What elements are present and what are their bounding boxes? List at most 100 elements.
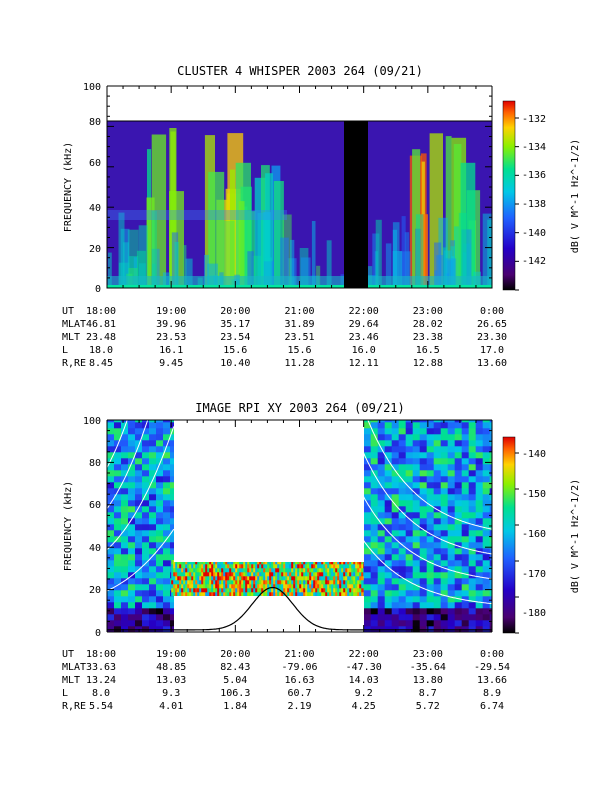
y-tick-0: 0 <box>95 628 101 639</box>
spectrogram-cell <box>253 588 256 593</box>
spectrogram-cell <box>269 560 272 565</box>
eph-label: R,RE <box>62 358 86 369</box>
spectrogram-cell <box>345 580 348 585</box>
spectrogram-cell <box>135 560 143 567</box>
colorbar-ticks <box>515 452 519 634</box>
ephemeris-value: 5.72 <box>416 701 440 712</box>
spectrogram-cell <box>489 518 492 525</box>
spectrogram-cell <box>419 428 427 435</box>
spectrogram-cell <box>433 500 441 507</box>
eph-label: MLAT <box>62 319 86 330</box>
spectrogram-cell <box>249 584 252 589</box>
spectrogram-cell <box>128 476 136 483</box>
spectrogram-cell <box>333 572 336 577</box>
spectrogram-cell <box>419 512 427 519</box>
spectrogram-cell <box>339 580 342 585</box>
spectrogram-cell <box>128 458 136 465</box>
spectrogram-cell <box>475 494 483 501</box>
spectrogram-cell <box>468 512 476 519</box>
spectrogram-cell <box>440 458 448 465</box>
spectrogram-cell <box>207 576 210 581</box>
ephemeris-table: UT MLAT MLT L R,RE 18:00 19:00 20:00 21:00 2… <box>62 649 510 712</box>
spectrogram-cell <box>370 446 378 453</box>
spectrogram-cell <box>261 560 264 565</box>
spectrogram-cell <box>213 588 216 593</box>
spectrogram-cell <box>163 420 171 423</box>
spectrogram-cell <box>398 530 406 537</box>
spectral-patch <box>207 263 218 288</box>
spectrogram-cell <box>303 580 306 585</box>
spectrogram-cell <box>337 560 340 565</box>
spectrogram-cell <box>327 592 330 597</box>
spectrogram-cell <box>253 560 256 565</box>
panel-cluster: CLUSTER 4 WHISPER 2003 264 (09/21) 100 8… <box>62 64 581 369</box>
spectrogram-cell <box>363 518 371 525</box>
spectrogram-cell <box>257 568 260 573</box>
spectrogram-cell <box>215 568 218 573</box>
spectrogram-cell <box>419 420 427 423</box>
spectrogram-cell <box>468 578 476 585</box>
spectrogram-cell <box>121 422 129 429</box>
spectrogram-cell <box>114 578 122 585</box>
spectrogram-cell <box>257 592 260 597</box>
spectrogram-cell <box>170 512 178 519</box>
spectrogram-cell <box>217 576 220 581</box>
colorbar <box>502 100 516 291</box>
spectrogram-cell <box>343 564 346 569</box>
spectrogram-cell <box>209 564 212 569</box>
spectrogram-cell <box>201 592 204 597</box>
spectrogram-cell <box>461 428 469 435</box>
spectrogram-cell <box>489 560 492 567</box>
spectrogram-cell <box>121 470 129 477</box>
spectrogram-cell <box>241 580 244 585</box>
spectrogram-cell <box>317 572 320 577</box>
spectrogram-cell <box>245 584 248 589</box>
spectrogram-cell <box>257 572 260 577</box>
spectrogram-cell <box>384 626 392 632</box>
spectrogram-cell <box>291 576 294 581</box>
spectrogram-cell <box>191 572 194 577</box>
spectrogram-cell <box>313 580 316 585</box>
spectrogram-cell <box>454 614 462 621</box>
spectrogram-cell <box>229 572 232 577</box>
spectrogram-cell <box>114 572 122 579</box>
spectrogram-cell <box>398 626 406 632</box>
spectrogram-cell <box>227 592 230 597</box>
spectrogram-cell <box>333 560 336 565</box>
spectrogram-cell <box>170 548 178 555</box>
spectrogram-cell <box>135 428 143 435</box>
spectrogram-cell <box>225 580 228 585</box>
ephemeris-value: 13.24 <box>86 675 116 686</box>
spectrogram-cell <box>357 560 360 565</box>
spectrogram-cell <box>461 596 469 603</box>
spectrogram-cell <box>482 434 490 441</box>
spectrogram-cell <box>345 592 348 597</box>
spectrogram-cell <box>107 440 115 447</box>
spectrogram-cell <box>275 568 278 573</box>
spectrogram-cell <box>426 572 434 579</box>
chart-title: IMAGE RPI XY 2003 264 (09/21) <box>195 401 405 415</box>
spectrogram-cell <box>114 452 122 459</box>
spectrogram-cell <box>297 568 300 573</box>
spectrogram-cell <box>323 592 326 597</box>
spectrogram-cell <box>398 422 406 429</box>
spectrogram-cell <box>287 564 290 569</box>
spectrogram-cell <box>269 584 272 589</box>
spectrogram-cell <box>468 470 476 477</box>
spectrogram-cell <box>461 620 469 627</box>
spectrogram-cell <box>249 568 252 573</box>
y-tick-20: 20 <box>89 585 101 596</box>
spectrogram-cell <box>440 446 448 453</box>
spectrogram-cell <box>175 568 178 573</box>
spectrogram-cell <box>370 626 378 632</box>
spectrogram-cell <box>345 588 348 593</box>
y-tick-100: 100 <box>83 82 101 93</box>
spectrogram-cell <box>454 452 462 459</box>
spectrogram-cell <box>482 536 490 543</box>
spectrogram-cell <box>313 568 316 573</box>
spectrogram-cell <box>181 584 184 589</box>
spectrogram-cell <box>265 592 268 597</box>
spectrogram-cell <box>447 560 455 567</box>
spectrogram-cell <box>175 592 178 597</box>
spectrogram-cell <box>482 440 490 447</box>
